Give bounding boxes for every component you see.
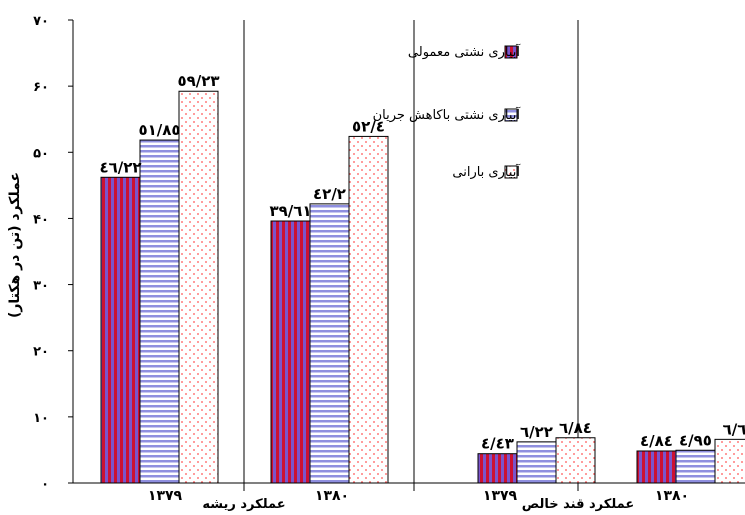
legend-label: آبیاری نشتی معمولی (408, 43, 521, 60)
bars (100, 90, 745, 484)
data-label: ٦/٦ (723, 420, 745, 438)
legend-swatch (504, 108, 518, 122)
group-label: عملکرد ریشه (202, 497, 285, 512)
legend-label: آبیاری نشتی باکاهش جریان (373, 106, 522, 123)
bar (178, 90, 219, 484)
x-tick-label: ۱۳۷۹ (483, 488, 518, 504)
legend-swatch (504, 45, 518, 59)
data-label: ٥١/٨٥ (138, 121, 180, 139)
y-tick-label: ۶۰ (33, 80, 49, 95)
data-label: ٤٦/٢٢ (99, 158, 141, 176)
data-label: ٣٩/٦١ (269, 202, 311, 220)
data-label: ٤/٨٤ (640, 432, 673, 450)
bar (675, 449, 716, 484)
bar (636, 450, 677, 484)
bar (555, 437, 596, 484)
data-label: ٦/٨٤ (559, 419, 592, 437)
legend-label: آبیاری بارانی (452, 163, 521, 180)
axes: ۰ ۱۰ ۲۰ ۳۰ ۴۰ ۵۰ ۶۰ ۷۰ (33, 14, 742, 492)
y-tick-label: ۲۰ (33, 345, 49, 360)
data-label: ٥٢/٤ (352, 117, 385, 135)
bar (100, 176, 141, 484)
x-tick-label: ۱۳۸۰ (655, 488, 689, 504)
bar (309, 203, 350, 484)
data-label: ٥٩/٢٣ (177, 72, 219, 90)
y-tick-label: ۷۰ (33, 14, 49, 29)
legend: آبیاری نشتی معمولی آبیاری نشتی باکاهش جری… (373, 43, 522, 180)
y-tick-label: ۱۰ (33, 411, 49, 426)
x-tick-label: ۱۳۸۰ (315, 488, 349, 504)
y-tick-label: ۰ (41, 477, 49, 492)
bar (516, 441, 557, 484)
bar (139, 139, 180, 484)
data-label: ٤٢/٢ (313, 185, 346, 203)
bar (714, 438, 745, 484)
y-tick-label: ۳۰ (33, 279, 49, 294)
y-axis-label: عملکرد (تن در هکتار) (7, 172, 23, 318)
data-label: ٤/٤٣ (481, 435, 514, 453)
x-tick-label: ۱۳۷۹ (148, 488, 183, 504)
y-tick-label: ۵۰ (33, 146, 49, 161)
bar (477, 453, 518, 484)
group-label: عملکرد قند خالص (522, 497, 634, 512)
bar (270, 220, 311, 484)
data-label: ٦/٢٢ (520, 423, 553, 441)
bar (348, 135, 389, 484)
legend-swatch (504, 165, 518, 179)
x-axis-labels: ۱۳۷۹ ۱۳۸۰ ۱۳۷۹ ۱۳۸۰ عملکرد ریشه عملکرد قند خا… (148, 488, 689, 512)
y-tick-label: ۴۰ (33, 212, 49, 227)
data-label: ٤/٩٥ (679, 431, 712, 449)
